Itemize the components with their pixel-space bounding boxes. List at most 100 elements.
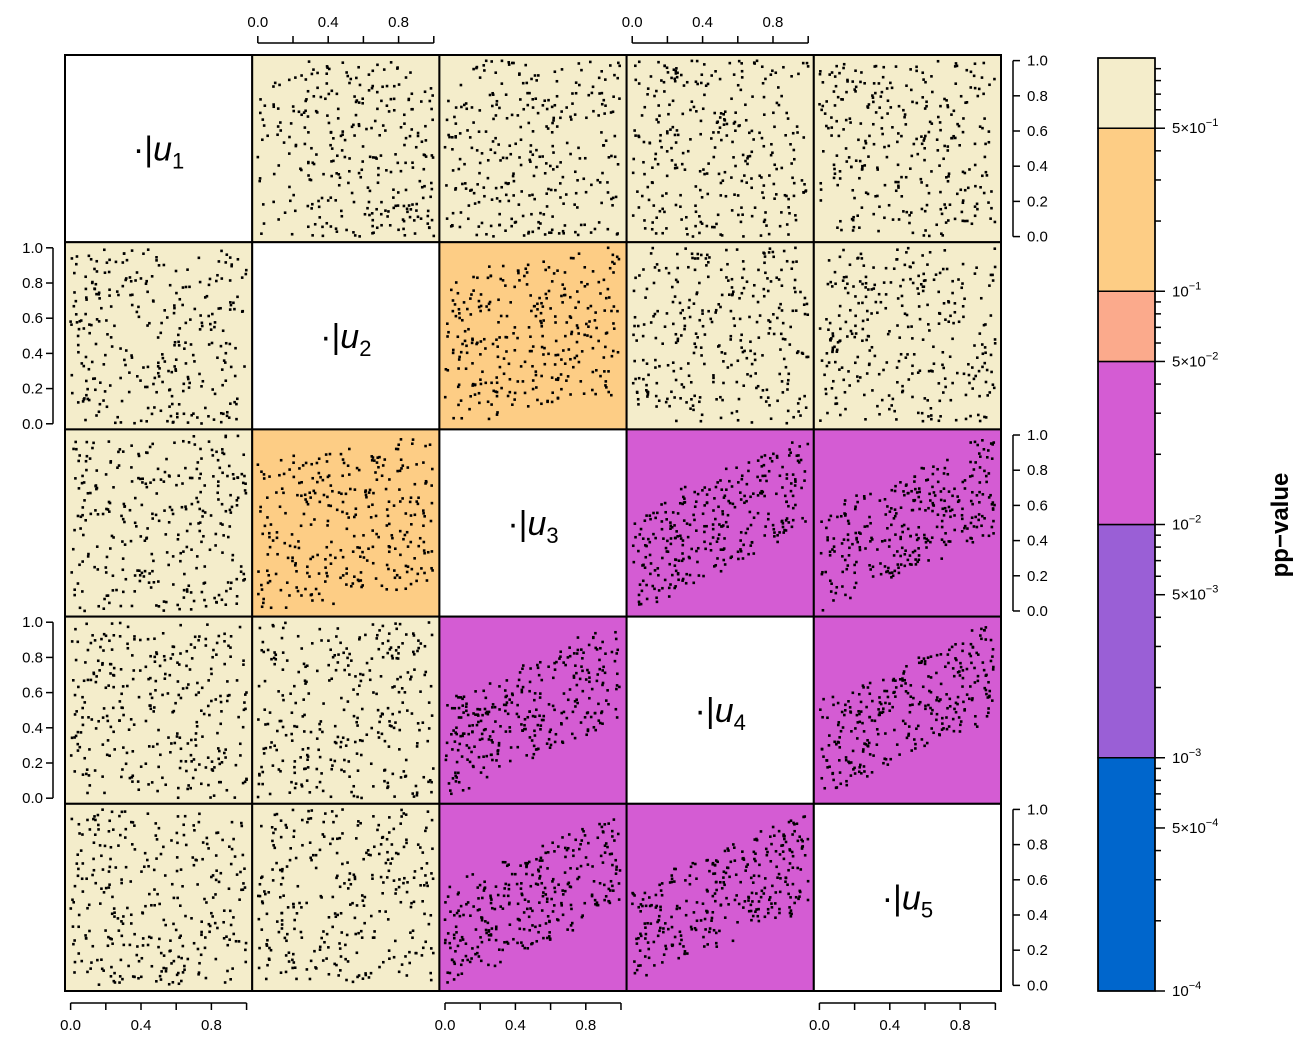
scatter-point (654, 536, 657, 540)
scatter-point (102, 363, 106, 366)
scatter-point (488, 93, 492, 97)
scatter-point (983, 155, 987, 159)
scatter-point (897, 180, 900, 184)
scatter-point (397, 645, 400, 649)
scatter-point (287, 152, 291, 155)
scatter-point (214, 698, 218, 701)
scatter-point (395, 656, 399, 660)
scatter-point (638, 533, 642, 536)
scatter-point (198, 763, 201, 766)
scatter-point (162, 609, 166, 612)
scatter-point (126, 646, 130, 650)
scatter-point (533, 715, 537, 718)
scatter-point (528, 689, 531, 693)
scatter-point (660, 79, 663, 82)
scatter-point (651, 246, 655, 250)
scatter-point (880, 398, 884, 402)
scatter-point (891, 397, 895, 401)
scatter-point (979, 634, 982, 637)
scatter-point (109, 305, 113, 308)
scatter-point (108, 883, 111, 886)
scatter-point (416, 649, 419, 653)
scatter-point (342, 461, 346, 465)
scatter-point (683, 497, 686, 500)
scatter-point (488, 300, 492, 304)
scatter-point (747, 469, 750, 473)
scatter-point (906, 246, 910, 250)
scatter-point (560, 68, 564, 71)
scatter-point (777, 278, 781, 281)
scatter-point (575, 683, 579, 687)
scatter-point (324, 97, 327, 101)
scatter-point (316, 71, 319, 75)
scatter-point (611, 196, 615, 200)
scatter-point (143, 569, 147, 573)
scatter-point (703, 486, 707, 489)
scatter-point (93, 815, 96, 818)
scatter-point (160, 970, 163, 973)
scatter-point (311, 234, 314, 237)
scatter-point (782, 357, 786, 361)
scatter-point (290, 533, 294, 536)
scatter-point (639, 602, 643, 606)
scatter-point (261, 138, 264, 142)
scatter-point (872, 212, 876, 216)
scatter-point (588, 60, 592, 64)
scatter-point (540, 718, 544, 722)
scatter-point (345, 583, 348, 586)
scatter-point (172, 896, 176, 900)
scatter-point (948, 203, 952, 207)
scatter-point (984, 626, 988, 629)
scatter-point (148, 892, 151, 896)
scatter-point (352, 784, 356, 788)
scatter-point (593, 319, 597, 322)
scatter-point (177, 533, 180, 537)
scatter-point (670, 526, 674, 529)
scatter-point (985, 174, 989, 177)
scatter-point (521, 664, 525, 667)
scatter-point (981, 352, 985, 356)
scatter-point (177, 474, 181, 478)
scatter-point (855, 560, 858, 564)
scatter-point (167, 736, 170, 739)
scatter-point (681, 577, 685, 581)
scatter-point (416, 131, 420, 135)
scatter-point (120, 514, 123, 518)
scatter-point (294, 143, 298, 147)
scatter-point (268, 792, 272, 796)
scatter-point (315, 767, 319, 771)
scatter-point (910, 563, 913, 566)
scatter-point (432, 234, 436, 238)
scatter-point (339, 452, 343, 456)
scatter-point (330, 89, 334, 93)
scatter-point (159, 753, 162, 757)
scatter-point (942, 472, 946, 475)
scatter-point (479, 382, 483, 386)
scatter-point (643, 227, 647, 230)
scatter-point (293, 765, 296, 769)
scatter-point (753, 206, 757, 210)
scatter-point (803, 479, 806, 482)
scatter-point (230, 847, 234, 851)
scatter-point (94, 881, 98, 885)
scatter-point (856, 355, 860, 359)
scatter-point (641, 564, 644, 567)
scatter-point (574, 91, 578, 95)
scatter-point (314, 587, 318, 591)
scatter-point (977, 87, 981, 91)
scatter-point (404, 633, 408, 636)
scatter-point (300, 647, 304, 650)
scatter-point (325, 221, 329, 225)
scatter-point (242, 708, 246, 712)
scatter-point (692, 513, 695, 517)
scatter-point (539, 319, 542, 323)
scatter-point (263, 708, 267, 711)
scatter-point (229, 511, 233, 514)
scatter-point (877, 708, 880, 711)
scatter-point (541, 155, 544, 158)
scatter-point (78, 563, 81, 567)
scatter-point (982, 668, 986, 672)
scatter-point (471, 337, 474, 341)
scatter-point (141, 481, 144, 484)
scatter-point (842, 275, 846, 279)
